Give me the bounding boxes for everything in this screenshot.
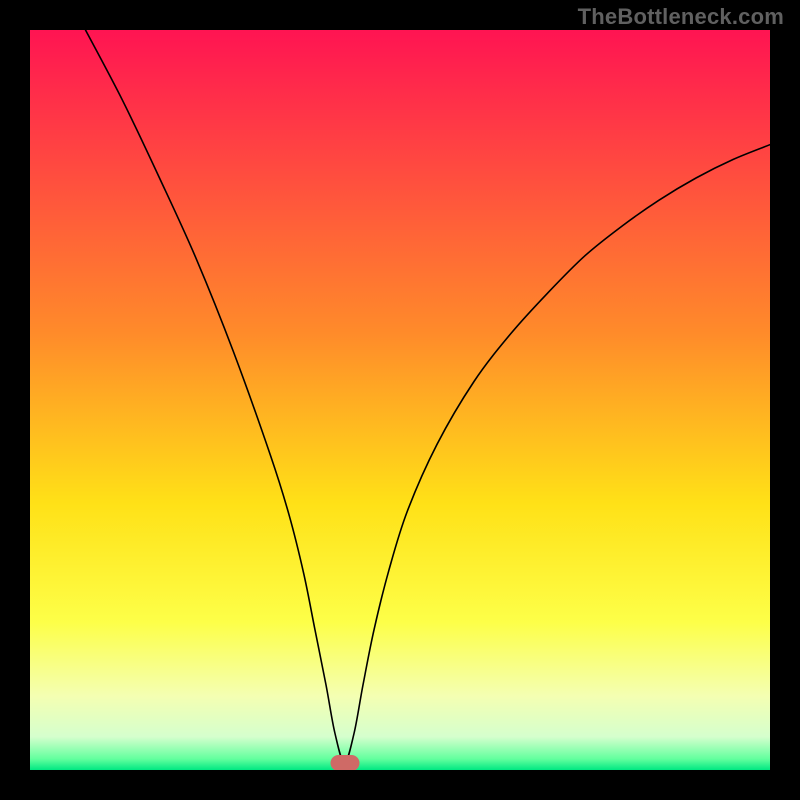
vertex-marker [330,755,359,770]
bottleneck-curve-svg [30,30,770,770]
watermark-text: TheBottleneck.com [578,4,784,30]
plot-area [30,30,770,770]
bottleneck-curve-path [86,30,771,763]
chart-frame: TheBottleneck.com [0,0,800,800]
